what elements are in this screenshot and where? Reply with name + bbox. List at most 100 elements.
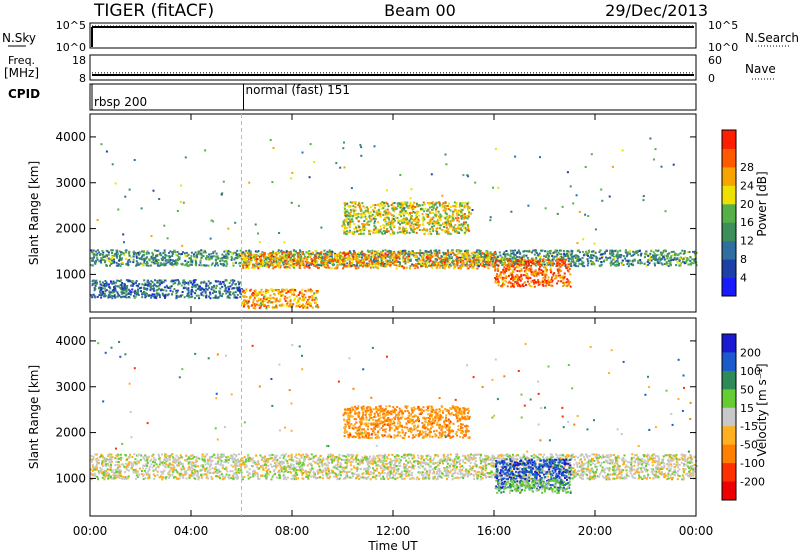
heatmap-cell xyxy=(461,205,463,207)
heatmap-cell xyxy=(664,249,667,252)
heatmap-cell xyxy=(125,289,128,292)
heatmap-cell xyxy=(146,262,149,265)
heatmap-cell xyxy=(260,263,263,266)
heatmap-cell xyxy=(142,258,145,261)
heatmap-cell xyxy=(465,205,468,208)
heatmap-cell xyxy=(215,285,218,288)
heatmap-cell xyxy=(259,253,262,256)
heatmap-cell xyxy=(511,284,514,287)
heatmap-cell xyxy=(672,250,675,253)
heatmap-cell xyxy=(123,241,125,244)
heatmap-cell xyxy=(458,205,461,208)
heatmap-cell xyxy=(518,256,521,259)
heatmap-cell xyxy=(469,264,472,267)
heatmap-cell xyxy=(286,300,289,303)
heatmap-cell xyxy=(265,307,268,310)
heatmap-cell xyxy=(576,250,579,253)
heatmap-cell xyxy=(549,269,552,271)
heatmap-cell xyxy=(308,303,311,306)
heatmap-cell xyxy=(488,257,491,260)
heatmap-cell xyxy=(293,264,296,267)
heatmap-cell xyxy=(436,230,439,233)
heatmap-cell xyxy=(190,296,193,299)
heatmap-cell xyxy=(297,204,300,207)
heatmap-cell xyxy=(299,250,302,253)
heatmap-cell xyxy=(525,273,528,276)
heatmap-cell xyxy=(274,259,277,262)
nave-right-tick-top: 60 xyxy=(708,54,722,67)
heatmap-cell xyxy=(429,264,431,267)
heatmap-cell xyxy=(496,256,499,258)
heatmap-cell xyxy=(456,253,459,256)
heatmap-cell xyxy=(369,220,372,223)
heatmap-cell xyxy=(445,253,448,256)
heatmap-cell xyxy=(536,273,539,275)
heatmap-cell xyxy=(234,291,237,294)
heatmap-cell xyxy=(269,255,272,258)
heatmap-cell xyxy=(98,294,101,296)
heatmap-cell xyxy=(456,219,459,222)
heatmap-cell xyxy=(300,304,303,307)
heatmap-cell xyxy=(247,266,250,269)
heatmap-cell xyxy=(458,231,461,234)
heatmap-cell xyxy=(445,257,448,260)
heatmap-cell xyxy=(323,249,326,252)
heatmap-cell xyxy=(223,283,226,286)
heatmap-cell xyxy=(689,256,692,259)
heatmap-cell xyxy=(681,249,684,252)
heatmap-cell xyxy=(222,256,225,259)
heatmap-cell xyxy=(514,280,517,283)
heatmap-cell xyxy=(352,253,355,256)
heatmap-cell xyxy=(145,292,148,295)
heatmap-cell xyxy=(386,263,388,266)
heatmap-cell xyxy=(444,259,447,262)
heatmap-cell xyxy=(373,210,375,213)
heatmap-cell xyxy=(311,306,314,309)
heatmap-cell xyxy=(303,265,306,268)
heatmap-cell xyxy=(154,256,157,259)
heatmap-cell xyxy=(123,284,126,287)
heatmap-cell xyxy=(385,211,388,214)
heatmap-cell xyxy=(343,141,345,144)
heatmap-cell xyxy=(535,256,538,259)
heatmap-cell xyxy=(690,262,692,265)
heatmap-cell xyxy=(525,254,528,257)
heatmap-cell xyxy=(349,201,352,204)
heatmap-cell xyxy=(191,260,194,263)
heatmap-cell xyxy=(468,211,471,214)
heatmap-cell xyxy=(499,261,502,264)
heatmap-cell xyxy=(335,265,338,268)
heatmap-cell xyxy=(629,263,631,266)
heatmap-cell xyxy=(637,261,640,264)
heatmap-cell xyxy=(257,250,260,252)
date-label: 29/Dec/2013 xyxy=(605,1,708,20)
heatmap-cell xyxy=(544,255,547,258)
heatmap-cell xyxy=(562,281,565,284)
heatmap-cell xyxy=(92,250,95,253)
heatmap-cell xyxy=(541,249,544,252)
heatmap-cell xyxy=(280,294,283,297)
heatmap-cell xyxy=(379,211,382,214)
heatmap-cell xyxy=(312,296,315,299)
heatmap-cell xyxy=(478,261,481,264)
heatmap-cell xyxy=(366,210,369,213)
heatmap-cell xyxy=(395,256,398,259)
heatmap-cell xyxy=(446,205,449,207)
heatmap-cell xyxy=(417,262,420,265)
heatmap-cell xyxy=(374,206,376,209)
heatmap-cell xyxy=(105,150,108,153)
heatmap-cell xyxy=(534,269,537,272)
heatmap-cell xyxy=(279,298,282,301)
heatmap-cell xyxy=(316,290,318,292)
heatmap-cell xyxy=(119,287,122,289)
heatmap-cell xyxy=(346,230,348,233)
heatmap-cell xyxy=(115,249,118,252)
heatmap-cell xyxy=(116,256,118,258)
heatmap-cell xyxy=(137,290,140,293)
heatmap-cell xyxy=(467,175,470,178)
heatmap-cell xyxy=(164,279,167,282)
heatmap-cell xyxy=(381,201,384,204)
heatmap-cell xyxy=(656,250,659,253)
heatmap-cell xyxy=(309,256,312,258)
heatmap-cell xyxy=(364,211,367,214)
